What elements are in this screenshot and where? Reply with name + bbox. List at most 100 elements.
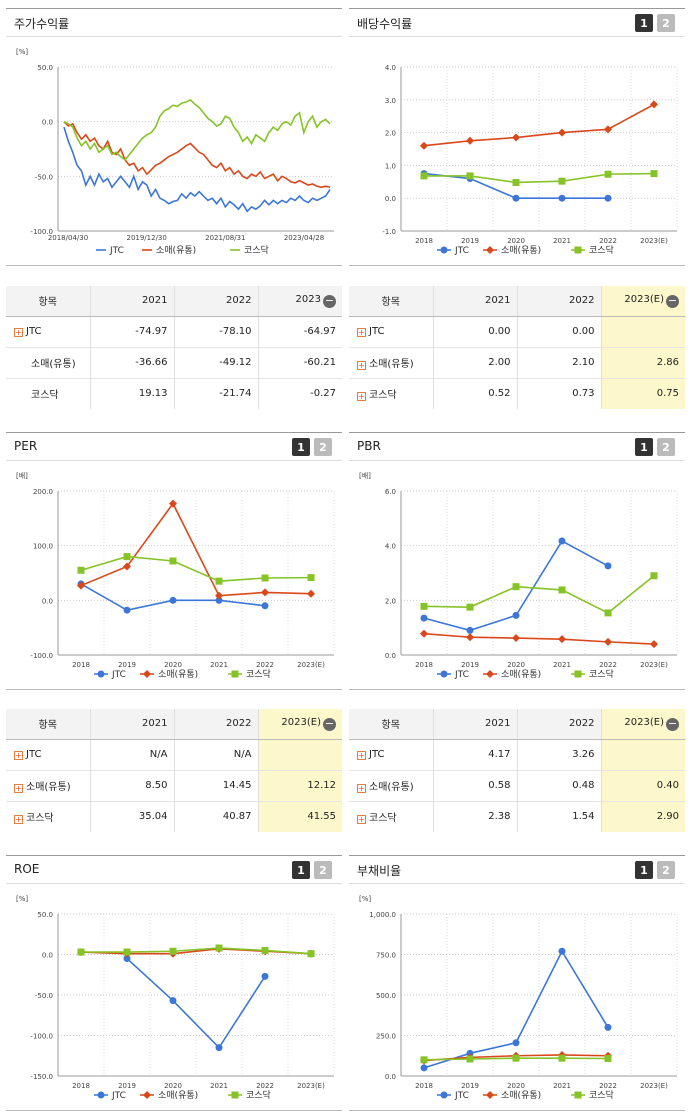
- y-tick-label: -100.0: [30, 1033, 53, 1041]
- collapse-icon[interactable]: −: [666, 293, 679, 308]
- legend-label: JTC: [111, 1091, 126, 1101]
- data-point: [215, 577, 223, 585]
- col-header-label: 항목: [38, 720, 57, 732]
- data-point: [512, 634, 520, 643]
- view-2-button[interactable]: 2: [657, 14, 675, 32]
- x-tick-label: 2020: [164, 1082, 182, 1090]
- x-tick-label: 2020: [507, 237, 525, 245]
- legend-label: 소매(유통): [501, 669, 541, 680]
- col-header-label: 2021: [142, 295, 168, 307]
- table-cell: 2.90: [600, 800, 685, 832]
- table-cell: 0.00: [516, 315, 601, 347]
- legend-marker: [486, 246, 494, 254]
- row-label: + 코스닥: [349, 800, 433, 832]
- expand-icon[interactable]: +: [357, 751, 366, 760]
- col-header-label: 2023(E): [624, 716, 664, 728]
- x-tick-label: 2021: [210, 1082, 228, 1090]
- expand-icon[interactable]: +: [357, 392, 366, 402]
- data-point: [261, 574, 269, 582]
- table-row: + JTC -74.97 -78.10 -64.97: [6, 315, 342, 347]
- table-cell: 4.17: [432, 738, 517, 770]
- view-2-button[interactable]: 2: [314, 438, 332, 456]
- x-tick-label: 2019: [118, 661, 136, 669]
- view-1-button[interactable]: 1: [292, 438, 310, 456]
- y-tick-label: 0.0: [42, 952, 53, 960]
- expand-icon[interactable]: +: [14, 751, 23, 760]
- table-row: + 코스닥 2.38 1.54 2.90: [349, 800, 685, 832]
- legend-marker: [440, 670, 448, 678]
- series-line-소매(유통): [80, 502, 312, 597]
- x-tick-label: 2021: [210, 661, 228, 669]
- expand-icon[interactable]: +: [357, 361, 366, 370]
- view-2-button[interactable]: 2: [657, 438, 675, 456]
- view-1-button[interactable]: 1: [635, 861, 653, 879]
- view-1-button[interactable]: 1: [292, 861, 310, 879]
- table-row: + 코스닥 35.04 40.87 41.55: [6, 800, 342, 832]
- y-unit: [배]: [359, 471, 371, 480]
- x-tick-label: 2022: [599, 661, 617, 669]
- x-tick-label: 2023/04/28: [284, 234, 324, 242]
- col-header-2022: 2022: [516, 286, 601, 317]
- row-name: JTC: [26, 749, 42, 760]
- y-tick-label: 750.0: [376, 952, 396, 960]
- y-tick-label: 0.0: [385, 195, 396, 203]
- table-cell: 2.86: [600, 346, 685, 378]
- collapse-icon[interactable]: −: [323, 716, 336, 731]
- table-cell: [600, 315, 685, 347]
- table-div: 항목 2021 2022 2023(E) − + JTC 0.00 0.00 + 소매(유통) 2.0…: [349, 286, 685, 409]
- data-point: [420, 172, 428, 180]
- expand-icon[interactable]: +: [357, 815, 366, 825]
- expand-icon[interactable]: +: [14, 328, 23, 337]
- data-point: [261, 602, 269, 610]
- y-unit: [%]: [359, 895, 371, 903]
- data-point: [215, 1044, 223, 1052]
- table-ret: 항목 2021 2022 2023− + JTC -74.97 -78.10 -64.97 소매(…: [6, 286, 342, 409]
- x-tick-label: 2020: [507, 1082, 525, 1090]
- data-point: [215, 944, 223, 952]
- expand-icon[interactable]: +: [14, 784, 23, 793]
- view-2-button[interactable]: 2: [657, 861, 675, 879]
- table-row: + 소매(유통) 0.58 0.48 0.40: [349, 769, 685, 801]
- row-name: 코스닥: [369, 390, 397, 402]
- data-point: [604, 1055, 612, 1063]
- row-name: 소매(유통): [369, 782, 414, 793]
- collapse-icon[interactable]: −: [666, 716, 679, 731]
- legend-label: 코스닥: [244, 245, 269, 256]
- table-cell: 8.50: [89, 769, 174, 801]
- view-1-button[interactable]: 1: [635, 14, 653, 32]
- y-tick-label: -150.0: [30, 1073, 53, 1081]
- x-tick-label: 2018/04/30: [48, 234, 88, 242]
- legend-label: JTC: [454, 246, 469, 256]
- collapse-icon[interactable]: −: [323, 293, 336, 308]
- expand-icon[interactable]: +: [357, 328, 366, 337]
- data-point: [420, 1056, 428, 1064]
- table-row: 소매(유통) -36.66 -49.12 -60.21: [6, 346, 342, 378]
- series-line-소매(유통): [63, 121, 331, 189]
- table-cell: 14.45: [173, 769, 258, 801]
- row-label: + JTC: [349, 315, 433, 347]
- data-point: [558, 194, 566, 202]
- row-label: + 소매(유통): [6, 769, 90, 801]
- legend-label: JTC: [454, 1091, 469, 1101]
- table-cell: -0.27: [257, 377, 342, 409]
- expand-icon[interactable]: +: [357, 784, 366, 793]
- expand-icon[interactable]: +: [14, 815, 23, 825]
- legend-label: 소매(유통): [158, 669, 198, 680]
- col-header-2023(E): 2023(E) −: [257, 709, 342, 740]
- data-point: [466, 603, 474, 611]
- x-tick-label: 2022: [599, 1082, 617, 1090]
- data-point: [512, 178, 520, 186]
- legend-label: JTC: [111, 670, 126, 680]
- data-point: [650, 170, 658, 178]
- y-tick-label: 100.0: [33, 543, 53, 551]
- y-tick-label: 4.0: [385, 543, 396, 551]
- chart-per: [배] 200.0 100.0 0.0 -100.0 2018 2019 2020 2021 20…: [16, 471, 335, 680]
- view-1-button[interactable]: 1: [635, 438, 653, 456]
- x-tick-label: 2021/08/31: [205, 234, 245, 242]
- y-tick-label: 1.0: [385, 162, 396, 170]
- legend-label: 코스닥: [589, 245, 614, 256]
- view-2-button[interactable]: 2: [314, 861, 332, 879]
